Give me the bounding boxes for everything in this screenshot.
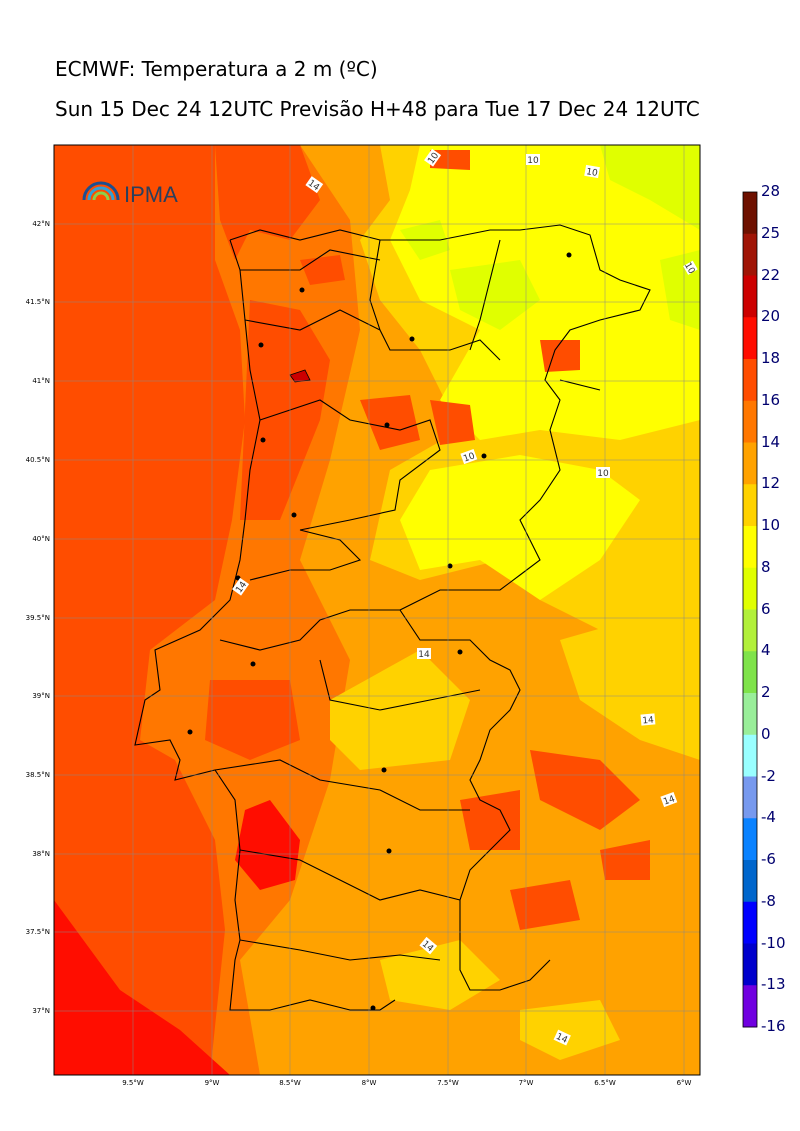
colorbar-segment (743, 943, 757, 986)
svg-text:40.5°N: 40.5°N (26, 456, 50, 464)
colorbar-segment (743, 484, 757, 527)
colorbar-label: 4 (761, 641, 771, 660)
colorbar-label: -13 (761, 975, 786, 994)
colorbar (742, 191, 758, 1028)
svg-text:14: 14 (642, 715, 655, 726)
colorbar-segment (743, 317, 757, 360)
svg-text:14: 14 (662, 794, 676, 807)
colorbar-label: -16 (761, 1017, 786, 1035)
temperature-field (54, 145, 700, 1075)
colorbar-segment (743, 985, 757, 1028)
gridlines (54, 145, 700, 1075)
colorbar-label: 10 (761, 516, 781, 534)
svg-text:39.5°N: 39.5°N (26, 614, 50, 622)
svg-text:14: 14 (554, 1032, 569, 1046)
borders (134, 224, 651, 1011)
colorbar-label: 20 (761, 307, 781, 326)
svg-text:10: 10 (527, 156, 539, 166)
colorbar-label: -4 (761, 808, 776, 827)
colorbar-segment (743, 901, 757, 944)
colorbar-label: 28 (761, 182, 781, 200)
colorbar-segment (743, 567, 757, 610)
colorbar-segment (743, 776, 757, 819)
colorbar-frame (742, 191, 758, 1028)
colorbar-segment (743, 651, 757, 694)
svg-text:6°W: 6°W (677, 1079, 692, 1087)
svg-text:8°W: 8°W (362, 1079, 377, 1087)
colorbar-segment (743, 359, 757, 402)
svg-text:38.5°N: 38.5°N (26, 771, 50, 779)
svg-text:7.5°W: 7.5°W (437, 1079, 459, 1087)
colorbar-label: 6 (761, 599, 771, 618)
svg-text:37°N: 37°N (32, 1007, 50, 1015)
chart-subtitle: Sun 15 Dec 24 12UTC Previsão H+48 para T… (55, 97, 700, 121)
colorbar-label: 22 (761, 265, 781, 284)
y-axis-ticks: 42°N 41.5°N 41°N 40.5°N 40°N 39.5°N 39°N… (26, 220, 50, 1015)
svg-text:41°N: 41°N (32, 377, 50, 385)
svg-text:8.5°W: 8.5°W (279, 1079, 301, 1087)
svg-text:37.5°N: 37.5°N (26, 928, 50, 936)
map-frame (53, 144, 701, 1076)
colorbar-segment (743, 693, 757, 736)
contour-labels: 10 10 10 10 10 10 14 14 14 14 14 14 14 (232, 148, 698, 1046)
colorbar-segment (743, 609, 757, 652)
colorbar-label: 2 (761, 683, 771, 701)
colorbar-segment (743, 860, 757, 903)
svg-text:41.5°N: 41.5°N (26, 298, 50, 306)
colorbar-label: 16 (761, 390, 781, 409)
colorbar-segment (743, 192, 757, 235)
colorbar-segment (743, 442, 757, 485)
colorbar-segment (743, 818, 757, 861)
colorbar-label: 18 (761, 349, 781, 367)
svg-text:6.5°W: 6.5°W (594, 1079, 616, 1087)
colorbar-label: 8 (761, 557, 771, 576)
svg-text:10: 10 (462, 451, 476, 464)
chart-title: ECMWF: Temperatura a 2 m (ºC) (55, 57, 378, 81)
colorbar-label: -8 (761, 891, 776, 910)
colorbar-segment (743, 734, 757, 777)
porto-area (289, 369, 311, 383)
colorbar-segment (743, 400, 757, 443)
svg-text:10: 10 (597, 469, 609, 479)
colorbar-label: -6 (761, 850, 776, 868)
svg-text:10: 10 (585, 167, 598, 179)
colorbar-label: -10 (761, 933, 786, 952)
colorbar-segment (743, 526, 757, 569)
colorbar-label: -2 (761, 766, 776, 785)
svg-text:39°N: 39°N (32, 692, 50, 700)
svg-text:42°N: 42°N (32, 220, 50, 228)
svg-text:38°N: 38°N (32, 850, 50, 858)
x-axis-ticks: 9.5°W 9°W 8.5°W 8°W 7.5°W 7°W 6.5°W 6°W (122, 1079, 691, 1087)
svg-text:40°N: 40°N (32, 535, 50, 543)
svg-text:9.5°W: 9.5°W (122, 1079, 144, 1087)
colorbar-segment (743, 233, 757, 276)
svg-text:14: 14 (418, 650, 430, 660)
colorbar-label: 0 (761, 724, 771, 743)
ipma-logo: IPMA (82, 181, 178, 207)
svg-text:7°W: 7°W (519, 1079, 534, 1087)
city-dots (187, 252, 572, 1011)
svg-text:IPMA: IPMA (124, 182, 178, 207)
colorbar-label: 25 (761, 223, 781, 242)
colorbar-label: 12 (761, 474, 781, 493)
colorbar-label: 14 (761, 432, 781, 451)
colorbar-segment (743, 275, 757, 318)
svg-text:9°W: 9°W (205, 1079, 220, 1087)
